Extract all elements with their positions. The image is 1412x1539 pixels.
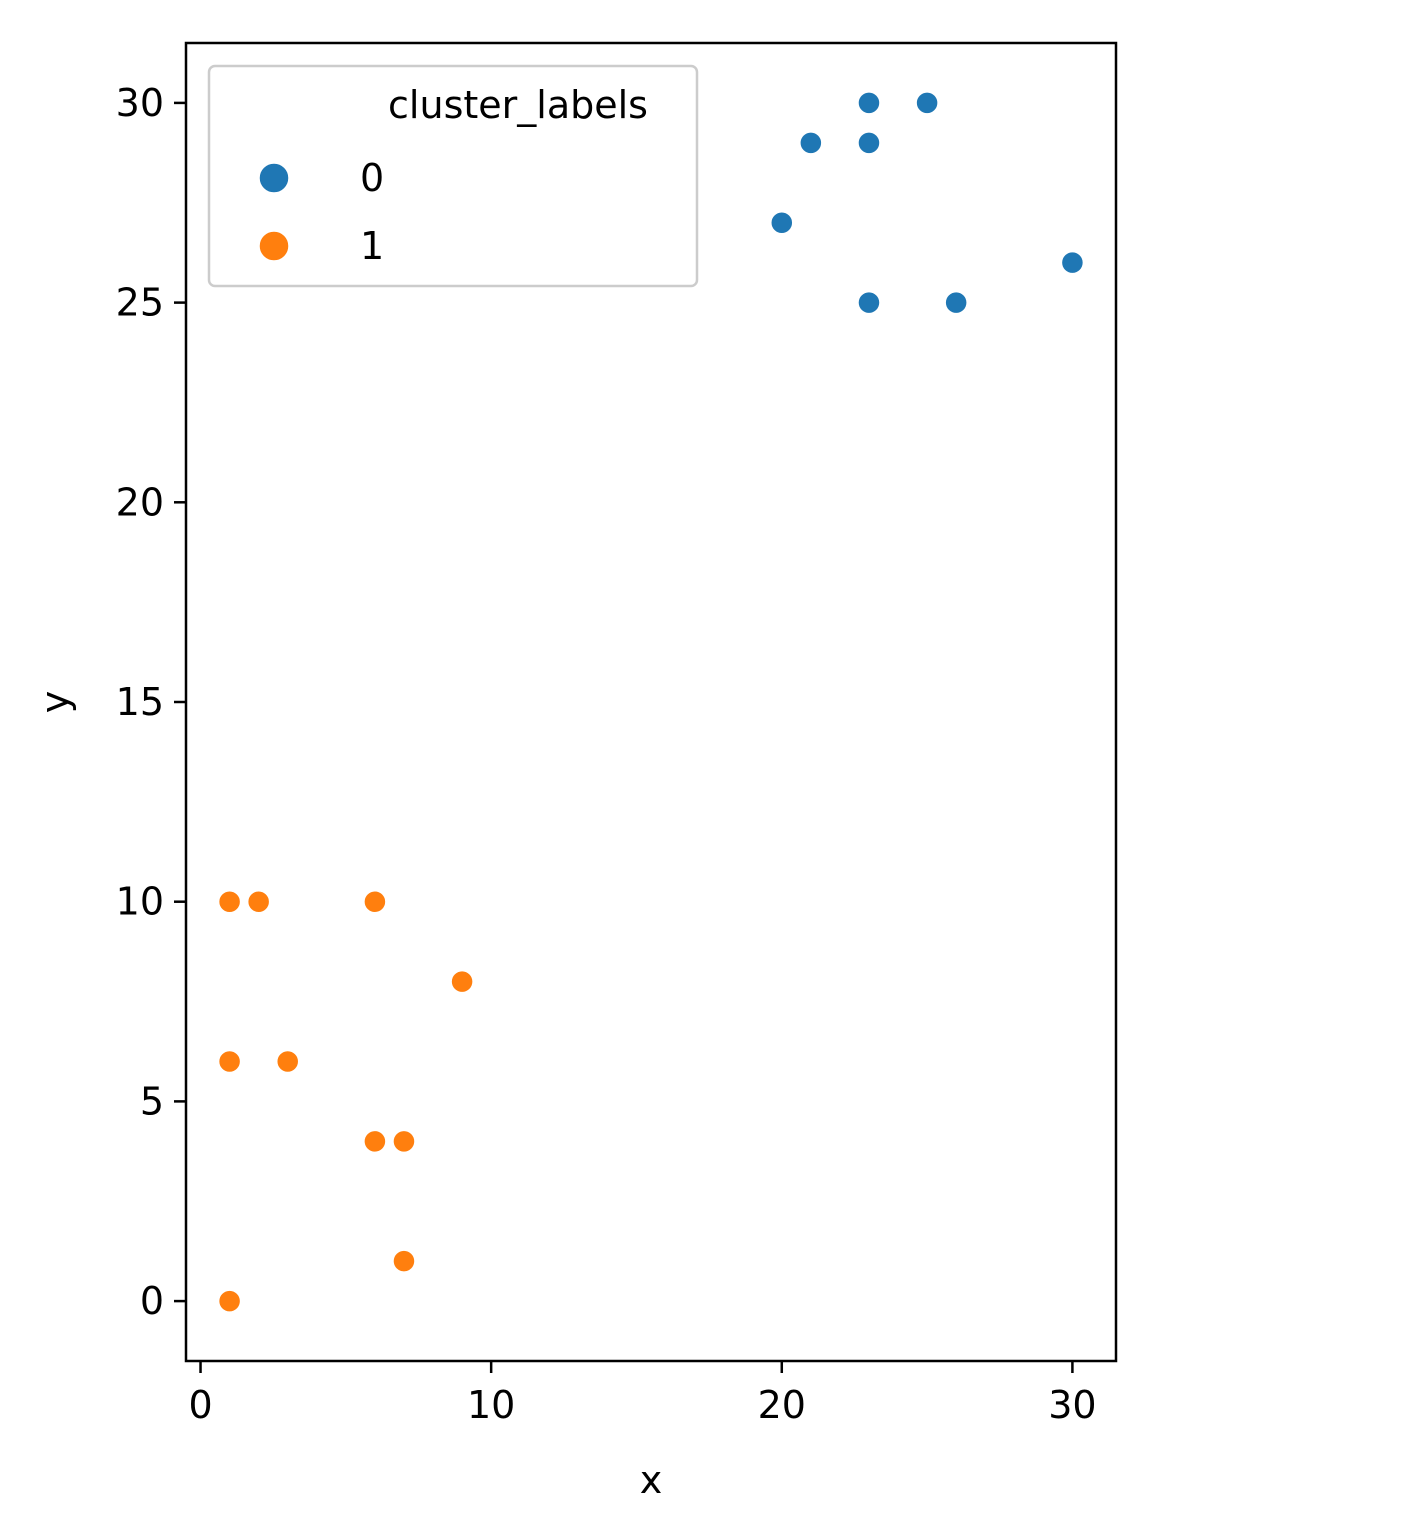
data-point-cluster-0 bbox=[857, 91, 881, 115]
x-tick-label: 0 bbox=[188, 1383, 212, 1427]
y-tick-label: 15 bbox=[116, 680, 164, 724]
data-point-cluster-1 bbox=[450, 969, 474, 994]
data-point-cluster-1 bbox=[363, 889, 387, 914]
data-point-cluster-1 bbox=[363, 1129, 387, 1154]
y-axis-label: y bbox=[33, 691, 77, 714]
legend-marker-cluster-1 bbox=[258, 230, 290, 262]
points-layer bbox=[217, 91, 1085, 1313]
data-point-cluster-1 bbox=[217, 1289, 242, 1313]
y-tick-label: 25 bbox=[116, 281, 164, 325]
legend: cluster_labels 01 bbox=[207, 64, 699, 288]
legend-label-cluster-1: 1 bbox=[360, 224, 384, 268]
x-tick-label: 20 bbox=[758, 1383, 806, 1427]
legend-title: cluster_labels bbox=[388, 83, 648, 127]
data-point-cluster-1 bbox=[392, 1249, 416, 1273]
data-point-cluster-1 bbox=[275, 1049, 300, 1074]
data-point-cluster-0 bbox=[857, 131, 881, 155]
data-point-cluster-0 bbox=[770, 210, 794, 235]
data-point-cluster-1 bbox=[392, 1129, 416, 1154]
data-point-cluster-1 bbox=[217, 889, 242, 914]
legend-items: 01 bbox=[258, 156, 384, 268]
data-point-cluster-1 bbox=[217, 1049, 242, 1074]
data-point-cluster-1 bbox=[246, 889, 271, 914]
y-tick-label: 10 bbox=[116, 880, 164, 924]
x-axis-label: x bbox=[640, 1458, 663, 1502]
y-tick-label: 5 bbox=[140, 1079, 164, 1123]
data-point-cluster-0 bbox=[915, 91, 939, 115]
legend-box bbox=[207, 64, 699, 288]
data-point-cluster-0 bbox=[1060, 250, 1085, 275]
legend-marker-cluster-0 bbox=[258, 162, 290, 194]
y-tick-label: 0 bbox=[140, 1279, 164, 1323]
data-point-cluster-0 bbox=[944, 290, 968, 315]
y-tick-label: 20 bbox=[116, 480, 164, 524]
data-point-cluster-0 bbox=[857, 290, 881, 315]
x-tick-label: 30 bbox=[1048, 1383, 1096, 1427]
data-point-cluster-0 bbox=[799, 131, 823, 155]
x-tick-label: 10 bbox=[467, 1383, 515, 1427]
y-tick-label: 30 bbox=[116, 81, 164, 125]
legend-label-cluster-0: 0 bbox=[360, 156, 384, 200]
